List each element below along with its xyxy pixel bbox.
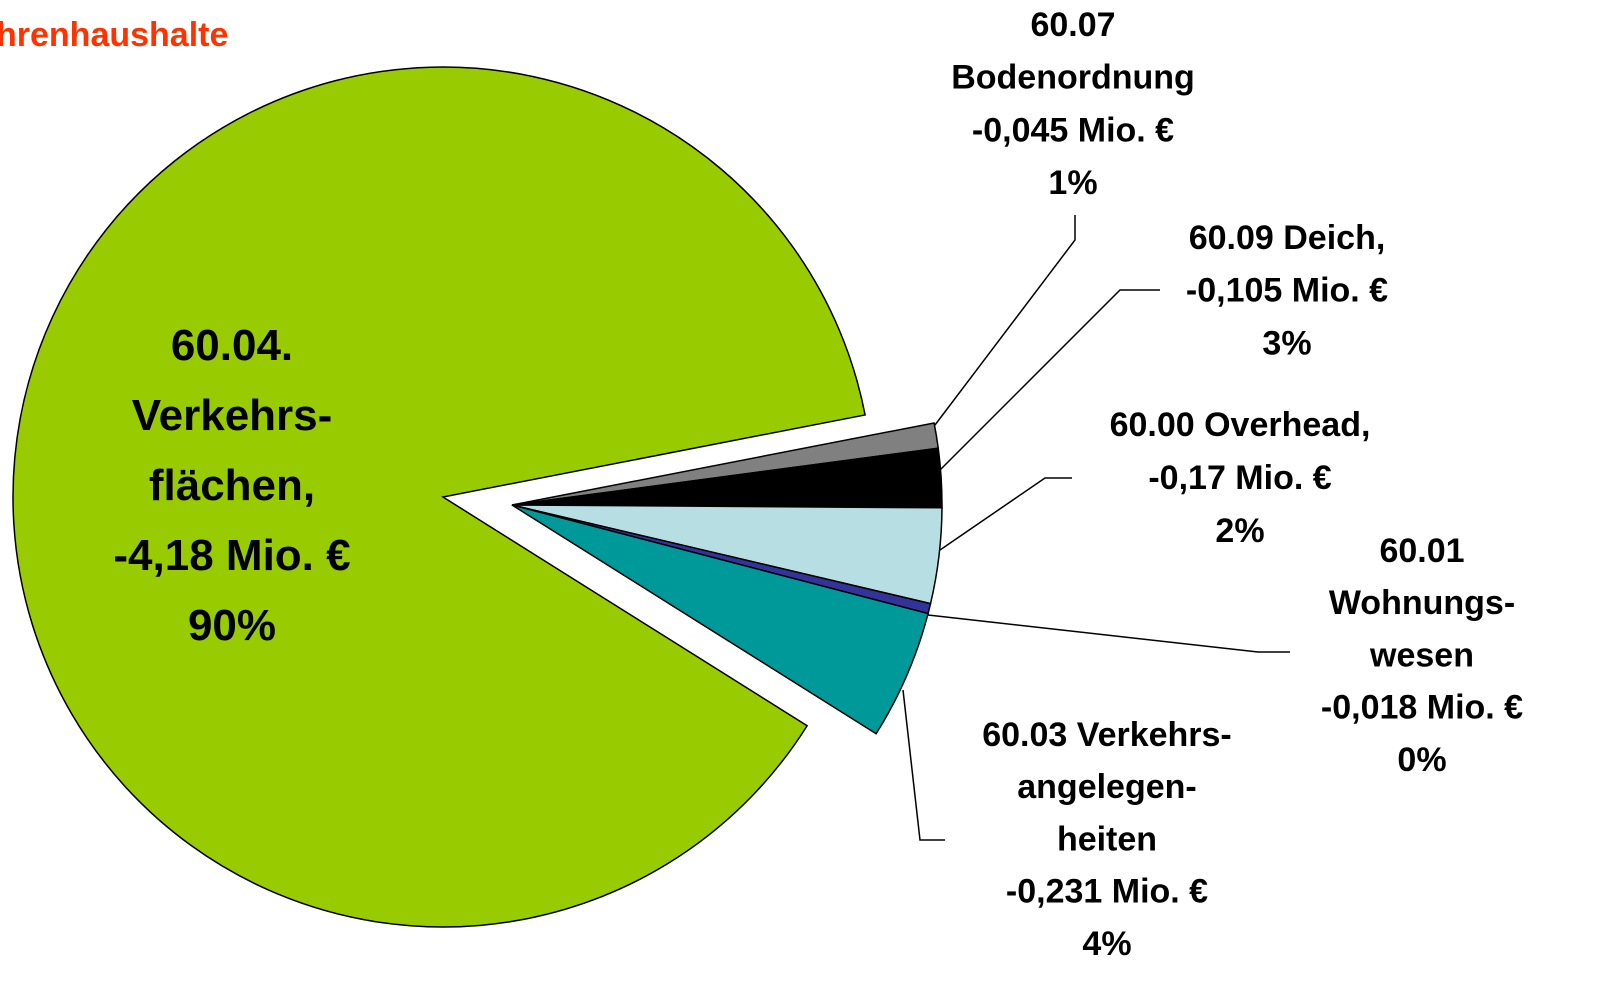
pie-slice — [511, 504, 929, 735]
label-line: 60.09 Deich, — [1189, 219, 1386, 257]
slice-label: 60.04. Verkehrs-flächen, -4,18 Mio. € 90% — [113, 321, 350, 650]
label-line: 2% — [1215, 512, 1264, 550]
label-line: Verkehrs- — [132, 391, 333, 440]
slice-label: 60.03 Verkehrs-angelegen-heiten -0,231 Mi… — [982, 716, 1232, 963]
label-line: Bodenordnung — [951, 59, 1195, 97]
label-line: 3% — [1262, 324, 1311, 362]
label-line: 60.01 — [1379, 532, 1464, 570]
label-line: -0,045 Mio. € — [972, 111, 1174, 149]
slice-label: 60.01 Wohnungs-wesen -0,018 Mio. € 0% — [1321, 532, 1523, 779]
leader-line — [939, 289, 1160, 471]
label-line: 90% — [188, 601, 276, 650]
label-line: 4% — [1082, 925, 1131, 963]
slice-label: 60.07 Bodenordnung -0,045 Mio. € 1% — [951, 6, 1195, 202]
label-line: Wohnungs- — [1329, 584, 1515, 622]
label-line: wesen — [1369, 636, 1474, 674]
label-line: -0,018 Mio. € — [1321, 689, 1523, 727]
leader-line — [934, 215, 1076, 426]
label-line: 1% — [1048, 164, 1097, 202]
leader-line — [939, 477, 1072, 551]
slice-label: 60.09 Deich, -0,105 Mio. € 3% — [1186, 219, 1388, 362]
label-line: 60.04. — [171, 321, 293, 370]
pie-slice — [12, 66, 866, 928]
pie — [12, 66, 943, 928]
label-line: flächen, — [149, 461, 315, 510]
label-line: 60.03 Verkehrs- — [982, 716, 1232, 754]
label-line: heiten — [1057, 820, 1157, 858]
label-line: 60.00 Overhead, — [1110, 406, 1371, 444]
leader-line — [927, 614, 1290, 653]
label-line: -0,105 Mio. € — [1186, 272, 1388, 310]
label-line: -4,18 Mio. € — [113, 531, 350, 580]
chart-title: hrenhaushalte — [0, 16, 228, 54]
leader-lines — [902, 215, 1290, 841]
slice-label: 60.00 Overhead, -0,17 Mio. € 2% — [1110, 406, 1371, 550]
label-line: 0% — [1397, 741, 1446, 779]
label-line: 60.07 — [1030, 6, 1115, 44]
label-line: angelegen- — [1017, 768, 1196, 806]
leader-line — [902, 689, 945, 841]
label-line: -0,17 Mio. € — [1148, 459, 1331, 497]
label-line: -0,231 Mio. € — [1006, 873, 1208, 911]
